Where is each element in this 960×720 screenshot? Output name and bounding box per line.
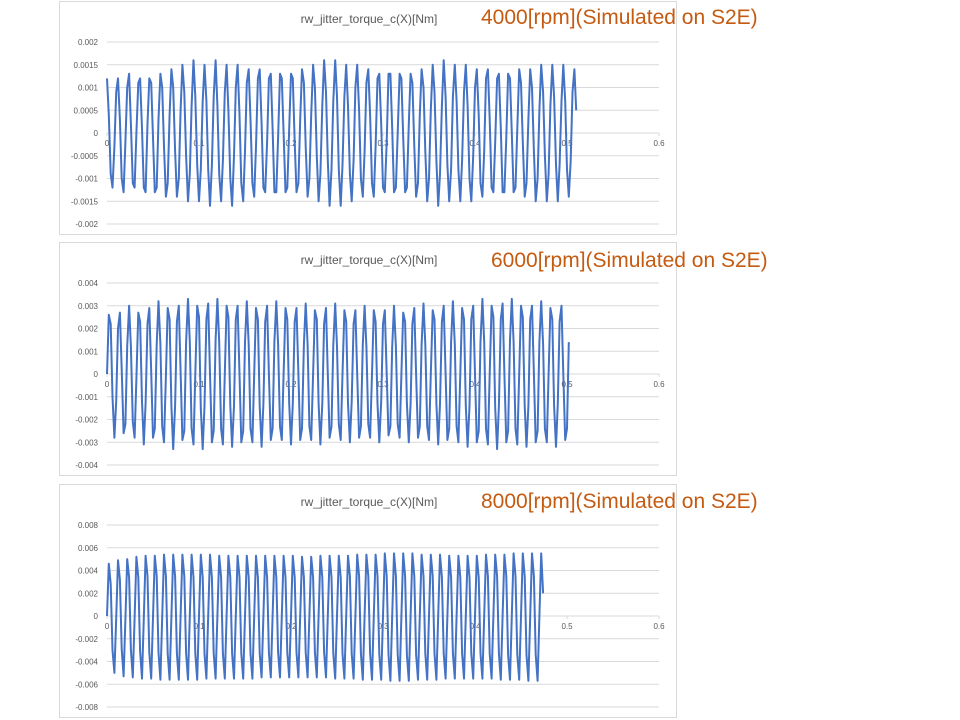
x-tick-label: 0.4 [469, 139, 481, 148]
y-tick-label: -0.001 [75, 393, 98, 402]
y-tick-label: -0.001 [75, 175, 98, 184]
y-tick-label: 0 [94, 129, 99, 138]
y-tick-label: -0.0005 [71, 152, 99, 161]
x-tick-label: 0.6 [653, 139, 665, 148]
y-tick-label: 0.003 [78, 302, 99, 311]
x-tick-label: 0 [105, 622, 110, 631]
x-tick-label: 0 [105, 139, 110, 148]
caption-6000rpm: 6000[rpm](Simulated on S2E) [491, 249, 768, 272]
chart-title: rw_jitter_torque_c(X)[Nm] [301, 12, 438, 26]
y-tick-label: 0.004 [78, 279, 99, 288]
x-tick-label: 0 [105, 380, 110, 389]
y-tick-label: -0.004 [75, 658, 98, 667]
y-tick-label: 0.001 [78, 84, 99, 93]
chart-8000rpm-svg: rw_jitter_torque_c(X)[Nm] 0.008 0.006 0.004… [75, 495, 665, 712]
y-tick-label: 0.004 [78, 567, 99, 576]
y-tick-label: -0.004 [75, 461, 98, 470]
x-tick-label: 0.6 [653, 622, 665, 631]
x-tick-label: 0.1 [193, 139, 205, 148]
y-tick-label: -0.002 [75, 416, 98, 425]
chart-panel-4000rpm: rw_jitter_torque_c(X)[Nm] 0.002 0.0015 0.00… [59, 1, 677, 235]
caption-8000rpm: 8000[rpm](Simulated on S2E) [481, 490, 758, 513]
x-tick-label: 0.3 [377, 139, 389, 148]
y-tick-label: 0.002 [78, 589, 99, 598]
chart-panel-6000rpm: rw_jitter_torque_c(X)[Nm] 0.004 0.003 0.002… [59, 242, 677, 476]
y-tick-label: -0.002 [75, 635, 98, 644]
y-tick-label: -0.006 [75, 680, 98, 689]
y-tick-label: -0.002 [75, 220, 98, 229]
y-tick-label: 0.0005 [74, 106, 99, 115]
y-tick-label: 0.002 [78, 38, 99, 47]
series-line [106, 297, 570, 451]
y-tick-label: 0.002 [78, 325, 99, 334]
y-tick-label: 0.008 [78, 521, 99, 530]
chart-panel-8000rpm: rw_jitter_torque_c(X)[Nm] 0.008 0.006 0.004… [59, 484, 677, 718]
y-tick-label: -0.008 [75, 703, 98, 712]
series-line [106, 59, 578, 207]
y-tick-label: 0 [94, 612, 99, 621]
x-tick-label: 0.6 [653, 380, 665, 389]
chart-6000rpm-svg: rw_jitter_torque_c(X)[Nm] 0.004 0.003 0.002… [75, 253, 665, 470]
x-tick-label: 0.3 [377, 380, 389, 389]
chart-4000rpm-svg: rw_jitter_torque_c(X)[Nm] 0.002 0.0015 0.00… [71, 12, 665, 229]
x-tick-label: 0.5 [561, 622, 573, 631]
y-tick-label: 0 [94, 370, 99, 379]
series-line [106, 552, 545, 682]
y-tick-label: 0.001 [78, 347, 99, 356]
chart-title: rw_jitter_torque_c(X)[Nm] [301, 495, 438, 509]
y-tick-label: -0.0015 [71, 197, 99, 206]
x-tick-label: 0.2 [285, 139, 297, 148]
y-tick-label: -0.003 [75, 438, 98, 447]
x-tick-label: 0.1 [193, 380, 205, 389]
x-tick-label: 0.2 [285, 380, 297, 389]
chart-title: rw_jitter_torque_c(X)[Nm] [301, 253, 438, 267]
y-tick-label: 0.006 [78, 544, 99, 553]
caption-4000rpm: 4000[rpm](Simulated on S2E) [481, 6, 758, 29]
y-tick-label: 0.0015 [74, 61, 99, 70]
